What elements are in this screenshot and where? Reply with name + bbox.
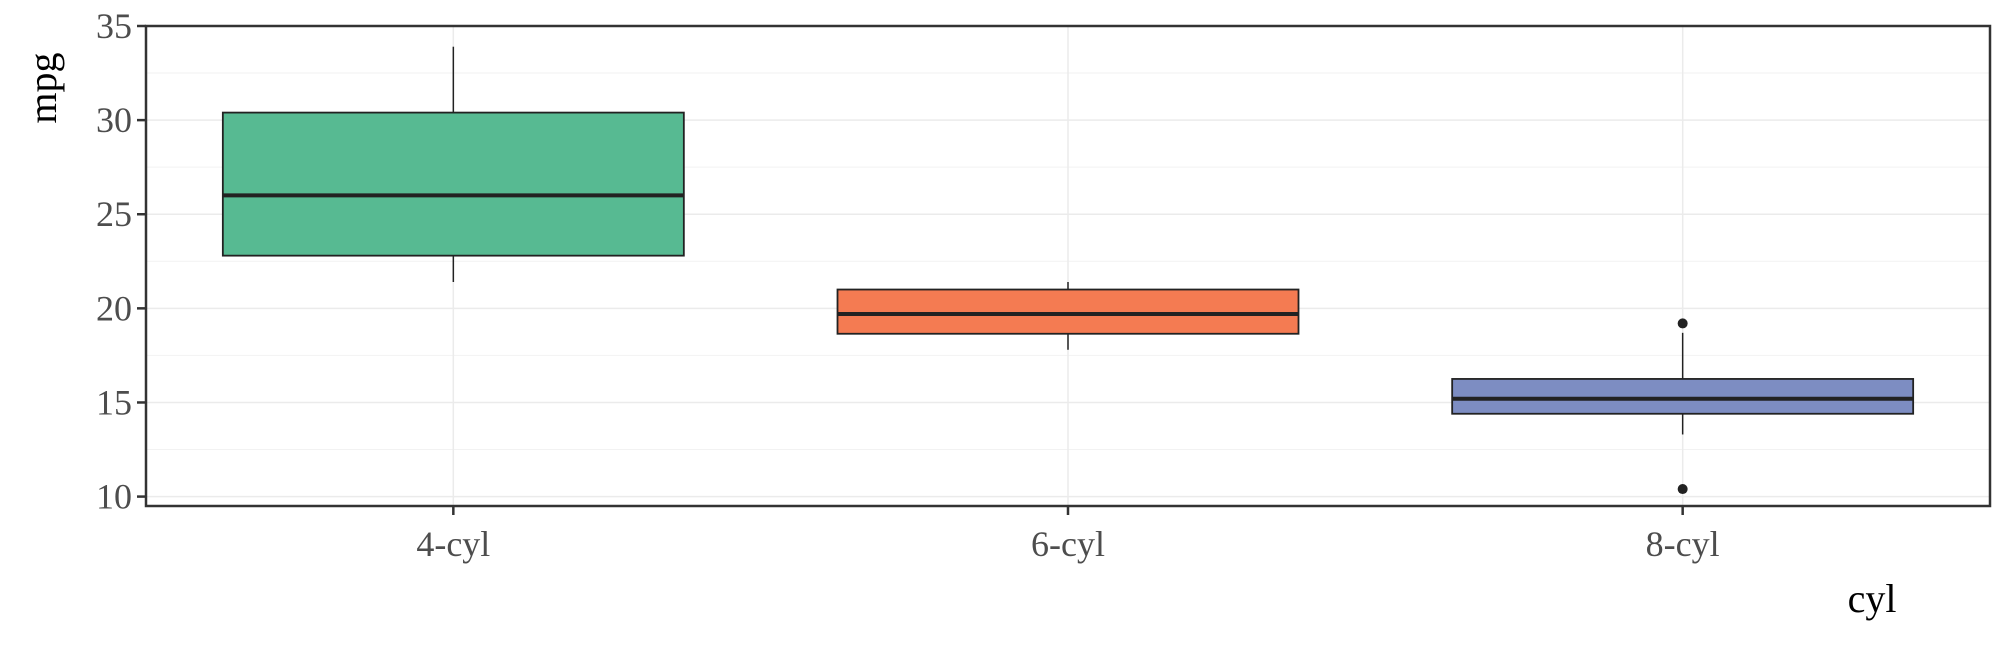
y-tick-label: 25 (96, 194, 132, 234)
y-tick-label: 15 (96, 382, 132, 422)
y-tick-label: 35 (96, 6, 132, 46)
boxes (221, 46, 1915, 495)
x-tick-label: 8-cyl (1646, 524, 1720, 564)
y-tick-label: 30 (96, 100, 132, 140)
axes: 10 15 20 25 30 35 4-cyl 6-cyl 8-cyl (96, 6, 1720, 564)
box-4-cyl (221, 46, 685, 282)
box-body (221, 111, 685, 257)
box-body (836, 288, 1300, 335)
box-8-cyl (1451, 318, 1915, 495)
x-axis-title: cyl (1848, 576, 1897, 621)
y-tick-label: 10 (96, 477, 132, 517)
y-tick-label: 20 (96, 288, 132, 328)
outlier-point (1677, 484, 1688, 495)
outlier-point (1677, 318, 1688, 329)
box-body (1451, 378, 1915, 415)
x-tick-label: 4-cyl (416, 524, 490, 564)
x-tick-label: 6-cyl (1031, 524, 1105, 564)
y-axis-title: mpg (20, 52, 65, 123)
box-6-cyl (836, 282, 1300, 350)
